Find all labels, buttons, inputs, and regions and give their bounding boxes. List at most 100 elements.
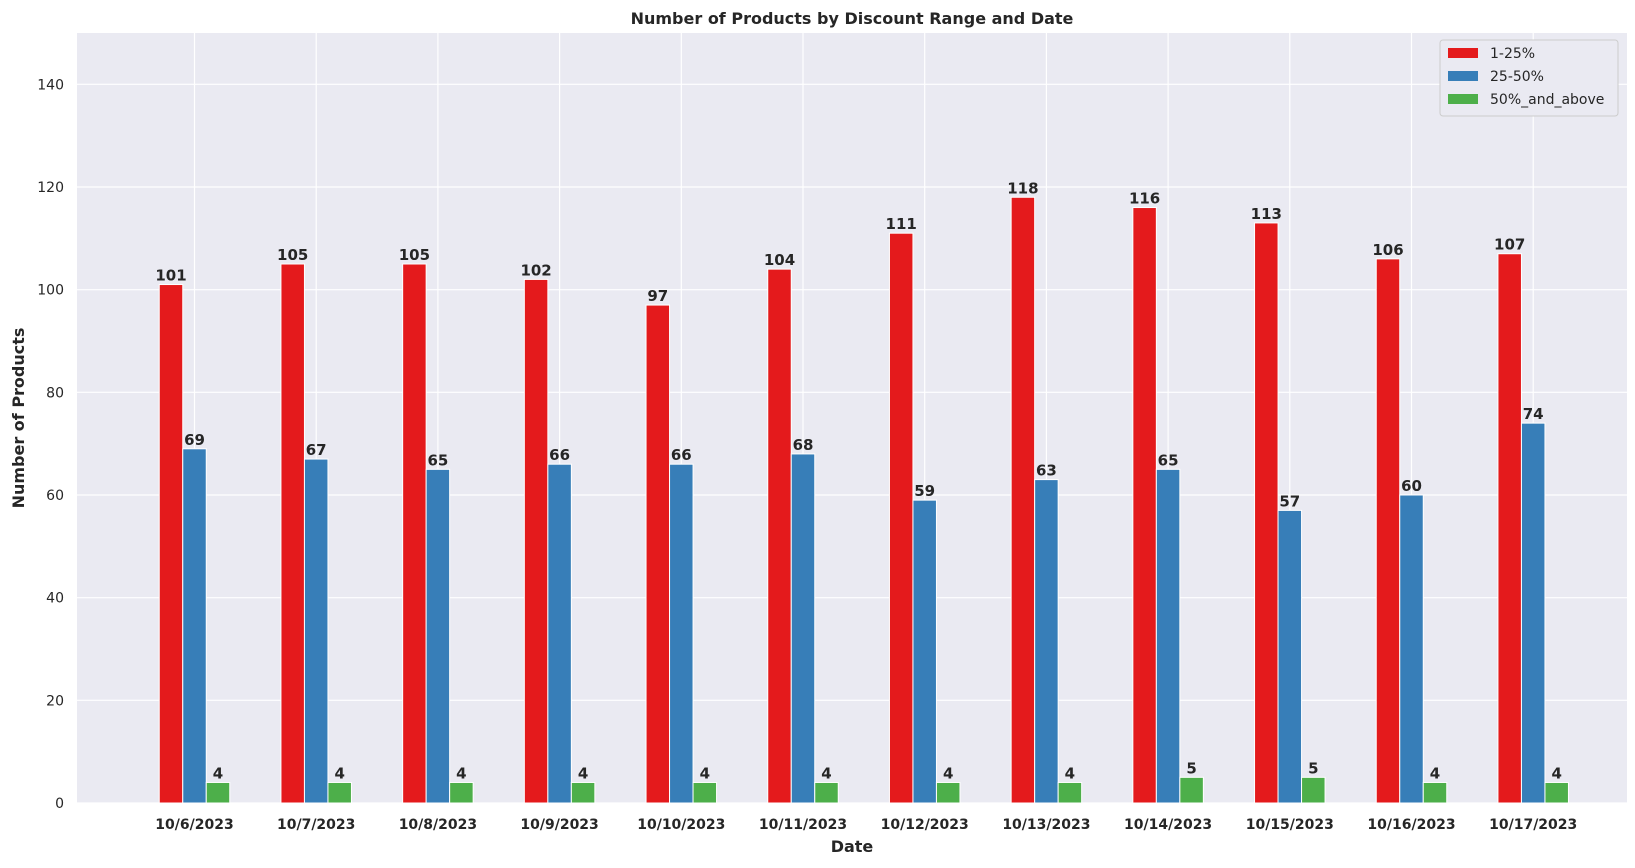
x-axis-label: Date [831, 837, 874, 856]
legend-label-1-25: 1-25% [1490, 46, 1535, 62]
y-tick-label: 80 [46, 385, 64, 401]
x-tick-label: 10/8/2023 [399, 817, 477, 833]
bar-25-50 [1034, 479, 1059, 804]
x-tick-label: 10/7/2023 [277, 817, 355, 833]
y-axis-ticks: 0 20 40 60 80 100 120 140 [37, 77, 64, 812]
data-label: 105 [277, 246, 308, 264]
bar-50-and-above [205, 781, 231, 804]
legend-swatch-50-and-above [1448, 94, 1478, 104]
data-label: 59 [914, 482, 935, 500]
data-labels: 101 69 4 105 67 4 105 65 4 102 66 4 97 66 4 104 68 4 111 59… [155, 179, 1562, 782]
x-tick-label: 10/16/2023 [1367, 817, 1455, 833]
bar-25-50 [1277, 509, 1303, 804]
y-tick-label: 20 [46, 693, 64, 709]
data-label: 5 [1308, 759, 1318, 777]
y-tick-label: 140 [37, 77, 64, 93]
bar-1-25 [1254, 222, 1279, 804]
data-label: 113 [1251, 205, 1282, 223]
data-label: 107 [1494, 236, 1525, 254]
x-tick-label: 10/9/2023 [520, 817, 598, 833]
data-label: 116 [1129, 190, 1160, 208]
legend-swatch-1-25 [1448, 48, 1478, 58]
bar-25-50 [1520, 422, 1546, 804]
data-label: 4 [1551, 764, 1561, 782]
x-tick-label: 10/10/2023 [637, 817, 725, 833]
bar-25-50 [1155, 468, 1181, 804]
legend-swatch-25-50 [1448, 71, 1478, 81]
bar-25-50 [912, 499, 937, 804]
chart-title: Number of Products by Discount Range and… [631, 9, 1074, 28]
data-label: 65 [427, 451, 448, 469]
y-axis-label: Number of Products [9, 328, 28, 509]
data-label: 67 [306, 441, 327, 459]
bar-50-and-above [1544, 781, 1569, 804]
bar-50-and-above [449, 781, 474, 804]
x-axis-ticks: 10/6/2023 10/7/2023 10/8/2023 10/9/2023 10/1… [155, 817, 1577, 833]
data-label: 4 [1430, 764, 1440, 782]
data-label: 60 [1401, 477, 1422, 495]
bar-50-and-above [327, 781, 352, 804]
x-tick-label: 10/15/2023 [1246, 817, 1334, 833]
data-label: 74 [1523, 405, 1544, 423]
bar-1-25 [645, 304, 671, 804]
data-label: 118 [1007, 179, 1038, 197]
legend: 1-25% 25-50% 50%_and_above [1439, 39, 1619, 117]
y-tick-label: 100 [37, 283, 64, 299]
data-label: 68 [793, 436, 814, 454]
legend-box [1439, 39, 1619, 117]
bar-25-50 [669, 463, 694, 804]
x-tick-label: 10/13/2023 [1002, 817, 1090, 833]
data-label: 4 [943, 764, 953, 782]
bar-1-25 [1132, 207, 1157, 804]
bar-50-and-above [1179, 776, 1204, 804]
bar-25-50 [1399, 494, 1424, 804]
bar-1-25 [1375, 258, 1401, 804]
data-label: 101 [155, 267, 186, 285]
bar-25-50 [425, 468, 451, 804]
bar-1-25 [402, 263, 427, 804]
data-label: 97 [647, 287, 668, 305]
data-label: 4 [334, 764, 344, 782]
bar-50-and-above [1057, 781, 1083, 804]
bars [158, 196, 1569, 804]
bar-50-and-above [1301, 776, 1326, 804]
data-label: 4 [578, 764, 588, 782]
bar-1-25 [158, 284, 184, 804]
data-label: 104 [764, 251, 795, 269]
bar-1-25 [1497, 253, 1522, 804]
data-label: 106 [1372, 241, 1403, 259]
legend-label-25-50: 25-50% [1490, 69, 1544, 85]
bar-25-50 [547, 463, 572, 804]
x-tick-label: 10/6/2023 [155, 817, 233, 833]
bar-50-and-above [570, 781, 596, 804]
bar-1-25 [1010, 196, 1036, 804]
bar-1-25 [280, 263, 305, 804]
x-tick-label: 10/14/2023 [1124, 817, 1212, 833]
bar-50-and-above [814, 781, 839, 804]
data-label: 111 [886, 215, 917, 233]
data-label: 4 [1065, 764, 1075, 782]
bar-50-and-above [1422, 781, 1448, 804]
data-label: 4 [456, 764, 466, 782]
bar-1-25 [523, 278, 549, 804]
bar-25-50 [790, 453, 816, 804]
data-label: 63 [1036, 462, 1057, 480]
data-label: 66 [671, 446, 692, 464]
data-label: 4 [821, 764, 831, 782]
plot-area [77, 33, 1627, 803]
bar-25-50 [182, 448, 207, 804]
bar-25-50 [303, 458, 329, 804]
data-label: 69 [184, 431, 205, 449]
y-tick-label: 40 [46, 591, 64, 607]
data-label: 66 [549, 446, 570, 464]
data-label: 5 [1186, 759, 1196, 777]
x-tick-label: 10/12/2023 [881, 817, 969, 833]
y-tick-label: 0 [55, 796, 64, 812]
y-tick-label: 120 [37, 180, 64, 196]
data-label: 4 [700, 764, 710, 782]
data-label: 102 [520, 261, 551, 279]
bar-1-25 [767, 268, 792, 804]
data-label: 65 [1158, 451, 1179, 469]
